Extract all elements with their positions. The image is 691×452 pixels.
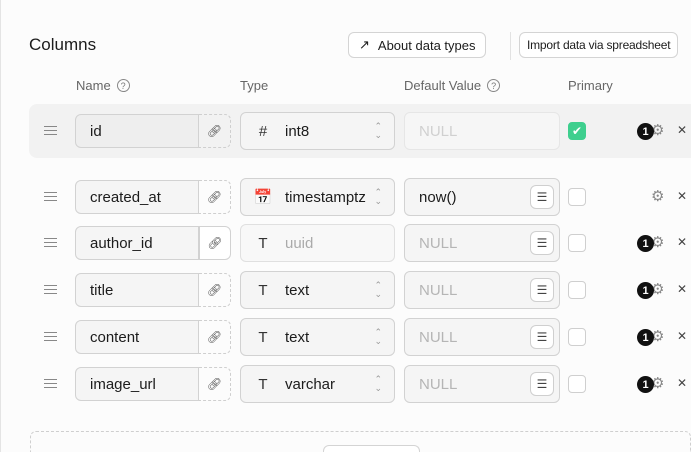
link-icon: 🔗︎ [206,124,223,138]
drag-handle-icon[interactable] [44,332,57,341]
column-row: id 🔗︎ # int8 ⌃ ⌄ NULL ✔ 1 ⚙ ✕ [29,104,691,158]
default-value-input[interactable]: NULL ☰ [404,365,560,403]
header-type: Type [240,78,269,93]
gear-icon[interactable]: ⚙ [651,328,665,345]
column-name-input[interactable]: id [75,114,199,148]
primary-checkbox[interactable] [568,234,586,252]
gear-icon[interactable]: ⚙ [651,122,665,139]
close-icon[interactable]: ✕ [677,376,688,390]
gear-icon[interactable]: ⚙ [651,281,665,298]
gear-icon[interactable]: ⚙ [651,188,665,205]
list-icon[interactable]: ☰ [530,372,554,396]
column-type-select[interactable]: # int8 ⌃ ⌄ [240,112,395,150]
header-default: Default Value? [404,78,501,93]
section-title: Columns [29,35,97,54]
foreign-key-button[interactable]: 🔗︎ [199,114,231,148]
drag-handle-icon[interactable] [44,285,57,294]
column-name-input[interactable]: created_at [75,180,199,214]
close-icon[interactable]: ✕ [677,123,688,137]
import-spreadsheet-button[interactable]: Import data via spreadsheet [519,32,679,58]
list-icon[interactable]: ☰ [530,185,554,209]
gear-icon[interactable]: ⚙ [651,375,665,392]
chevron-updown-icon: ⌃ ⌄ [374,187,382,206]
external-link-icon: ↗ [359,37,370,52]
list-icon[interactable]: ☰ [530,231,554,255]
primary-checkbox[interactable] [568,281,586,299]
header-primary: Primary [568,78,613,93]
link-icon: 🔗︎ [206,190,223,204]
default-value-input[interactable]: NULL [404,112,560,150]
count-badge: 1 [637,282,654,299]
hash-icon: # [258,122,268,140]
count-badge: 1 [637,123,654,140]
calendar-icon: 📅 [253,189,273,206]
close-icon[interactable]: ✕ [677,282,688,296]
help-icon[interactable]: ? [116,79,130,92]
default-value-input[interactable]: now() ☰ [404,178,560,216]
primary-checkbox[interactable]: ✔ [568,122,586,140]
text-icon: T [258,328,268,346]
drag-handle-icon[interactable] [44,379,57,388]
link-icon: 🔗︎ [206,330,223,344]
column-name-input[interactable]: author_id [75,226,199,260]
default-value-input[interactable]: NULL ☰ [404,318,560,356]
close-icon[interactable]: ✕ [677,235,688,249]
link-icon: 🔗︎ [207,236,223,250]
check-icon: ✔ [571,124,583,138]
help-icon[interactable]: ? [487,79,501,92]
text-icon: T [258,375,268,393]
link-icon: 🔗︎ [206,283,223,297]
column-type-select[interactable]: 📅 timestamptz ⌃ ⌄ [240,178,395,216]
default-value-input[interactable]: NULL ☰ [404,271,560,309]
primary-checkbox[interactable] [568,328,586,346]
foreign-key-button[interactable]: 🔗︎ [199,273,231,307]
primary-checkbox[interactable] [568,188,586,206]
drag-handle-icon[interactable] [44,192,57,201]
chevron-updown-icon: ⌃ ⌄ [374,121,382,140]
primary-checkbox[interactable] [568,375,586,393]
text-icon: T [258,234,268,252]
close-icon[interactable]: ✕ [677,189,688,203]
foreign-key-button[interactable]: 🔗︎ [199,367,231,401]
default-value-input[interactable]: NULL ☰ [404,224,560,262]
count-badge: 1 [637,329,654,346]
divider [510,32,511,60]
list-icon[interactable]: ☰ [530,278,554,302]
about-data-types-button[interactable]: ↗ About data types [348,32,487,58]
count-badge: 1 [637,235,654,252]
foreign-key-button[interactable]: 🔗︎ [199,180,231,214]
header-name: Name? [76,78,130,93]
drag-handle-icon[interactable] [44,238,57,247]
foreign-key-button[interactable]: 🔗︎ [199,226,231,260]
count-badge: 1 [637,376,654,393]
drag-handle-icon[interactable] [44,126,57,135]
column-row: created_at 🔗︎ 📅 timestamptz ⌃ ⌄ now() ☰ ⚙ ✕ [29,170,691,224]
column-name-input[interactable]: image_url [75,367,199,401]
chevron-updown-icon: ⌃ ⌄ [374,374,382,393]
gear-icon[interactable]: ⚙ [651,234,665,251]
text-icon: T [258,281,268,299]
add-column-button[interactable] [323,445,420,452]
list-icon[interactable]: ☰ [530,325,554,349]
link-icon: 🔗︎ [206,377,223,391]
foreign-key-button[interactable]: 🔗︎ [199,320,231,354]
column-name-input[interactable]: title [75,273,199,307]
close-icon[interactable]: ✕ [677,329,688,343]
chevron-updown-icon: ⌃ ⌄ [374,327,382,346]
chevron-updown-icon: ⌃ ⌄ [374,280,382,299]
column-name-input[interactable]: content [75,320,199,354]
